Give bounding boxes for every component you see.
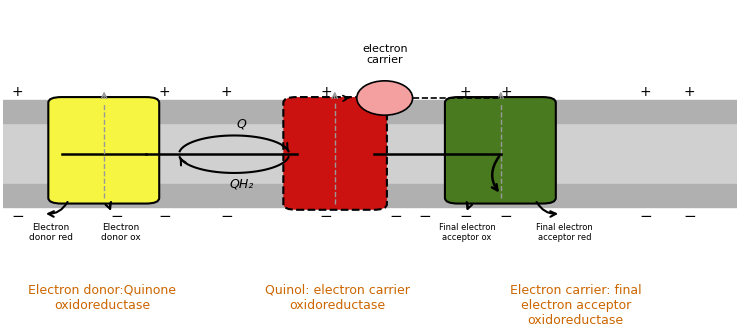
Text: −: − <box>459 209 472 224</box>
Bar <box>3 184 737 207</box>
Text: −: − <box>320 209 332 224</box>
Text: Electron
donor red: Electron donor red <box>29 223 73 242</box>
Text: +: + <box>500 85 511 99</box>
Bar <box>3 123 737 184</box>
Text: Final electron
acceptor red: Final electron acceptor red <box>536 223 593 242</box>
Text: −: − <box>500 209 512 224</box>
Text: Final electron
acceptor ox: Final electron acceptor ox <box>439 223 495 242</box>
Text: QH₂: QH₂ <box>229 178 254 191</box>
Text: +: + <box>639 85 651 99</box>
Text: Q: Q <box>237 118 246 131</box>
Text: +: + <box>684 85 696 99</box>
Text: +: + <box>221 85 232 99</box>
Text: −: − <box>158 209 171 224</box>
Text: Electron donor:Quinone
oxidoreductase: Electron donor:Quinone oxidoreductase <box>28 284 176 312</box>
Ellipse shape <box>357 81 413 115</box>
Text: −: − <box>221 209 233 224</box>
Text: +: + <box>158 85 170 99</box>
FancyBboxPatch shape <box>445 97 556 204</box>
Text: −: − <box>389 209 402 224</box>
Text: −: − <box>683 209 696 224</box>
Text: Electron
donor ox: Electron donor ox <box>101 223 141 242</box>
Text: Electron carrier: final
electron acceptor
oxidoreductase: Electron carrier: final electron accepto… <box>510 284 642 327</box>
Text: −: − <box>110 209 123 224</box>
FancyBboxPatch shape <box>48 97 159 204</box>
Text: −: − <box>419 209 431 224</box>
Text: +: + <box>12 85 23 99</box>
Text: +: + <box>460 85 471 99</box>
Bar <box>3 99 737 123</box>
Text: electron
carrier: electron carrier <box>362 44 408 65</box>
Text: −: − <box>11 209 24 224</box>
FancyBboxPatch shape <box>283 97 387 210</box>
Text: Quinol: electron carrier
oxidoreductase: Quinol: electron carrier oxidoreductase <box>264 284 409 312</box>
Text: −: − <box>639 209 652 224</box>
Text: +: + <box>320 85 332 99</box>
